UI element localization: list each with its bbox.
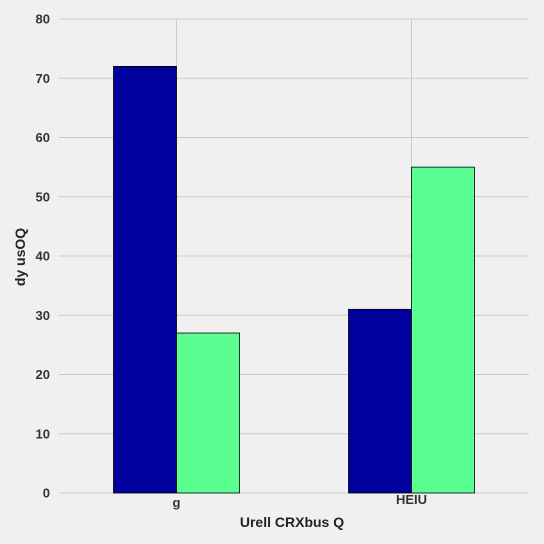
bar-series1-g [176, 332, 240, 494]
y-tick-label-0: 0 [43, 486, 50, 501]
bar-series0-g [113, 66, 177, 494]
y-tick-label-70: 70 [36, 71, 50, 86]
bar-series0-HEIU [348, 308, 412, 494]
y-tick-label-20: 20 [36, 367, 50, 382]
y-tick-label-40: 40 [36, 249, 50, 264]
bar-series1-HEIU [411, 166, 475, 494]
y-tick-label-80: 80 [36, 12, 50, 27]
y-tick-label-30: 30 [36, 308, 50, 323]
y-axis-ticks: 0 10 20 30 40 50 60 70 80 [36, 12, 50, 501]
x-tick-label-HEIU: HEIU [396, 492, 427, 507]
x-axis-ticks: g HEIU [173, 492, 428, 510]
y-tick-label-10: 10 [36, 426, 50, 441]
bars [113, 66, 475, 494]
y-axis-label: dy usOQ [12, 228, 28, 286]
x-tick-label-g: g [173, 495, 181, 510]
y-tick-label-50: 50 [36, 189, 50, 204]
x-axis-label: Urell CRXbus Q [240, 514, 344, 530]
y-tick-label-60: 60 [36, 130, 50, 145]
